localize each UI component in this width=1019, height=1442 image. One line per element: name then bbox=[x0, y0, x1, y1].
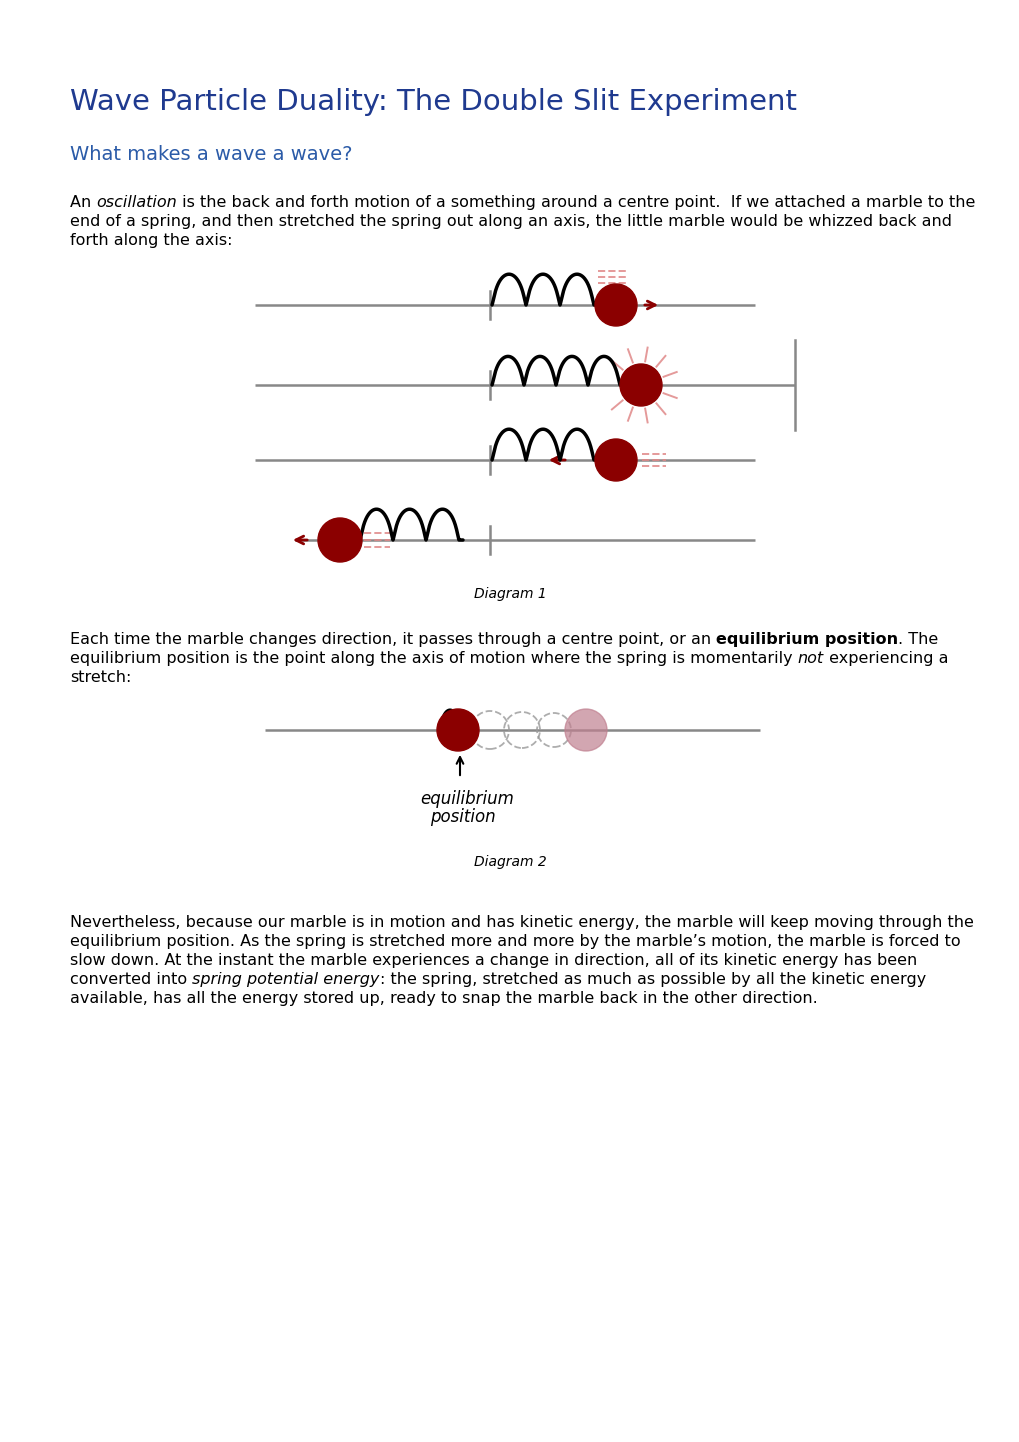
Text: spring potential energy: spring potential energy bbox=[192, 972, 379, 986]
Text: : the spring, stretched as much as possible by all the kinetic energy: : the spring, stretched as much as possi… bbox=[379, 972, 925, 986]
Circle shape bbox=[594, 284, 637, 326]
Text: What makes a wave a wave?: What makes a wave a wave? bbox=[70, 146, 353, 164]
Text: is the back and forth motion of a something around a centre point.  If we attach: is the back and forth motion of a someth… bbox=[177, 195, 974, 211]
Text: stretch:: stretch: bbox=[70, 671, 131, 685]
Circle shape bbox=[594, 438, 637, 482]
Text: An: An bbox=[70, 195, 96, 211]
Text: converted into: converted into bbox=[70, 972, 192, 986]
Text: oscillation: oscillation bbox=[96, 195, 177, 211]
Text: Wave Particle Duality: The Double Slit Experiment: Wave Particle Duality: The Double Slit E… bbox=[70, 88, 796, 115]
Text: not: not bbox=[797, 650, 823, 666]
Text: equilibrium: equilibrium bbox=[420, 790, 514, 808]
Text: . The: . The bbox=[898, 632, 937, 647]
Text: Diagram 1: Diagram 1 bbox=[473, 587, 546, 601]
Text: equilibrium position. As the spring is stretched more and more by the marble’s m: equilibrium position. As the spring is s… bbox=[70, 934, 960, 949]
Circle shape bbox=[565, 709, 606, 751]
Text: slow down. At the instant the marble experiences a change in direction, all of i: slow down. At the instant the marble exp… bbox=[70, 953, 916, 968]
Text: Diagram 2: Diagram 2 bbox=[473, 855, 546, 870]
Text: Nevertheless, because our marble is in motion and has kinetic energy, the marble: Nevertheless, because our marble is in m… bbox=[70, 916, 973, 930]
Text: end of a spring, and then stretched the spring out along an axis, the little mar: end of a spring, and then stretched the … bbox=[70, 213, 951, 229]
Circle shape bbox=[318, 518, 362, 562]
Circle shape bbox=[620, 363, 661, 407]
Text: equilibrium position: equilibrium position bbox=[715, 632, 898, 647]
Text: Each time the marble changes direction, it passes through a centre point, or an: Each time the marble changes direction, … bbox=[70, 632, 715, 647]
Text: equilibrium position is the point along the axis of motion where the spring is m: equilibrium position is the point along … bbox=[70, 650, 797, 666]
Text: forth along the axis:: forth along the axis: bbox=[70, 234, 232, 248]
Text: experiencing a: experiencing a bbox=[823, 650, 948, 666]
Text: position: position bbox=[430, 808, 495, 826]
Text: available, has all the energy stored up, ready to snap the marble back in the ot: available, has all the energy stored up,… bbox=[70, 991, 817, 1007]
Circle shape bbox=[436, 709, 479, 751]
